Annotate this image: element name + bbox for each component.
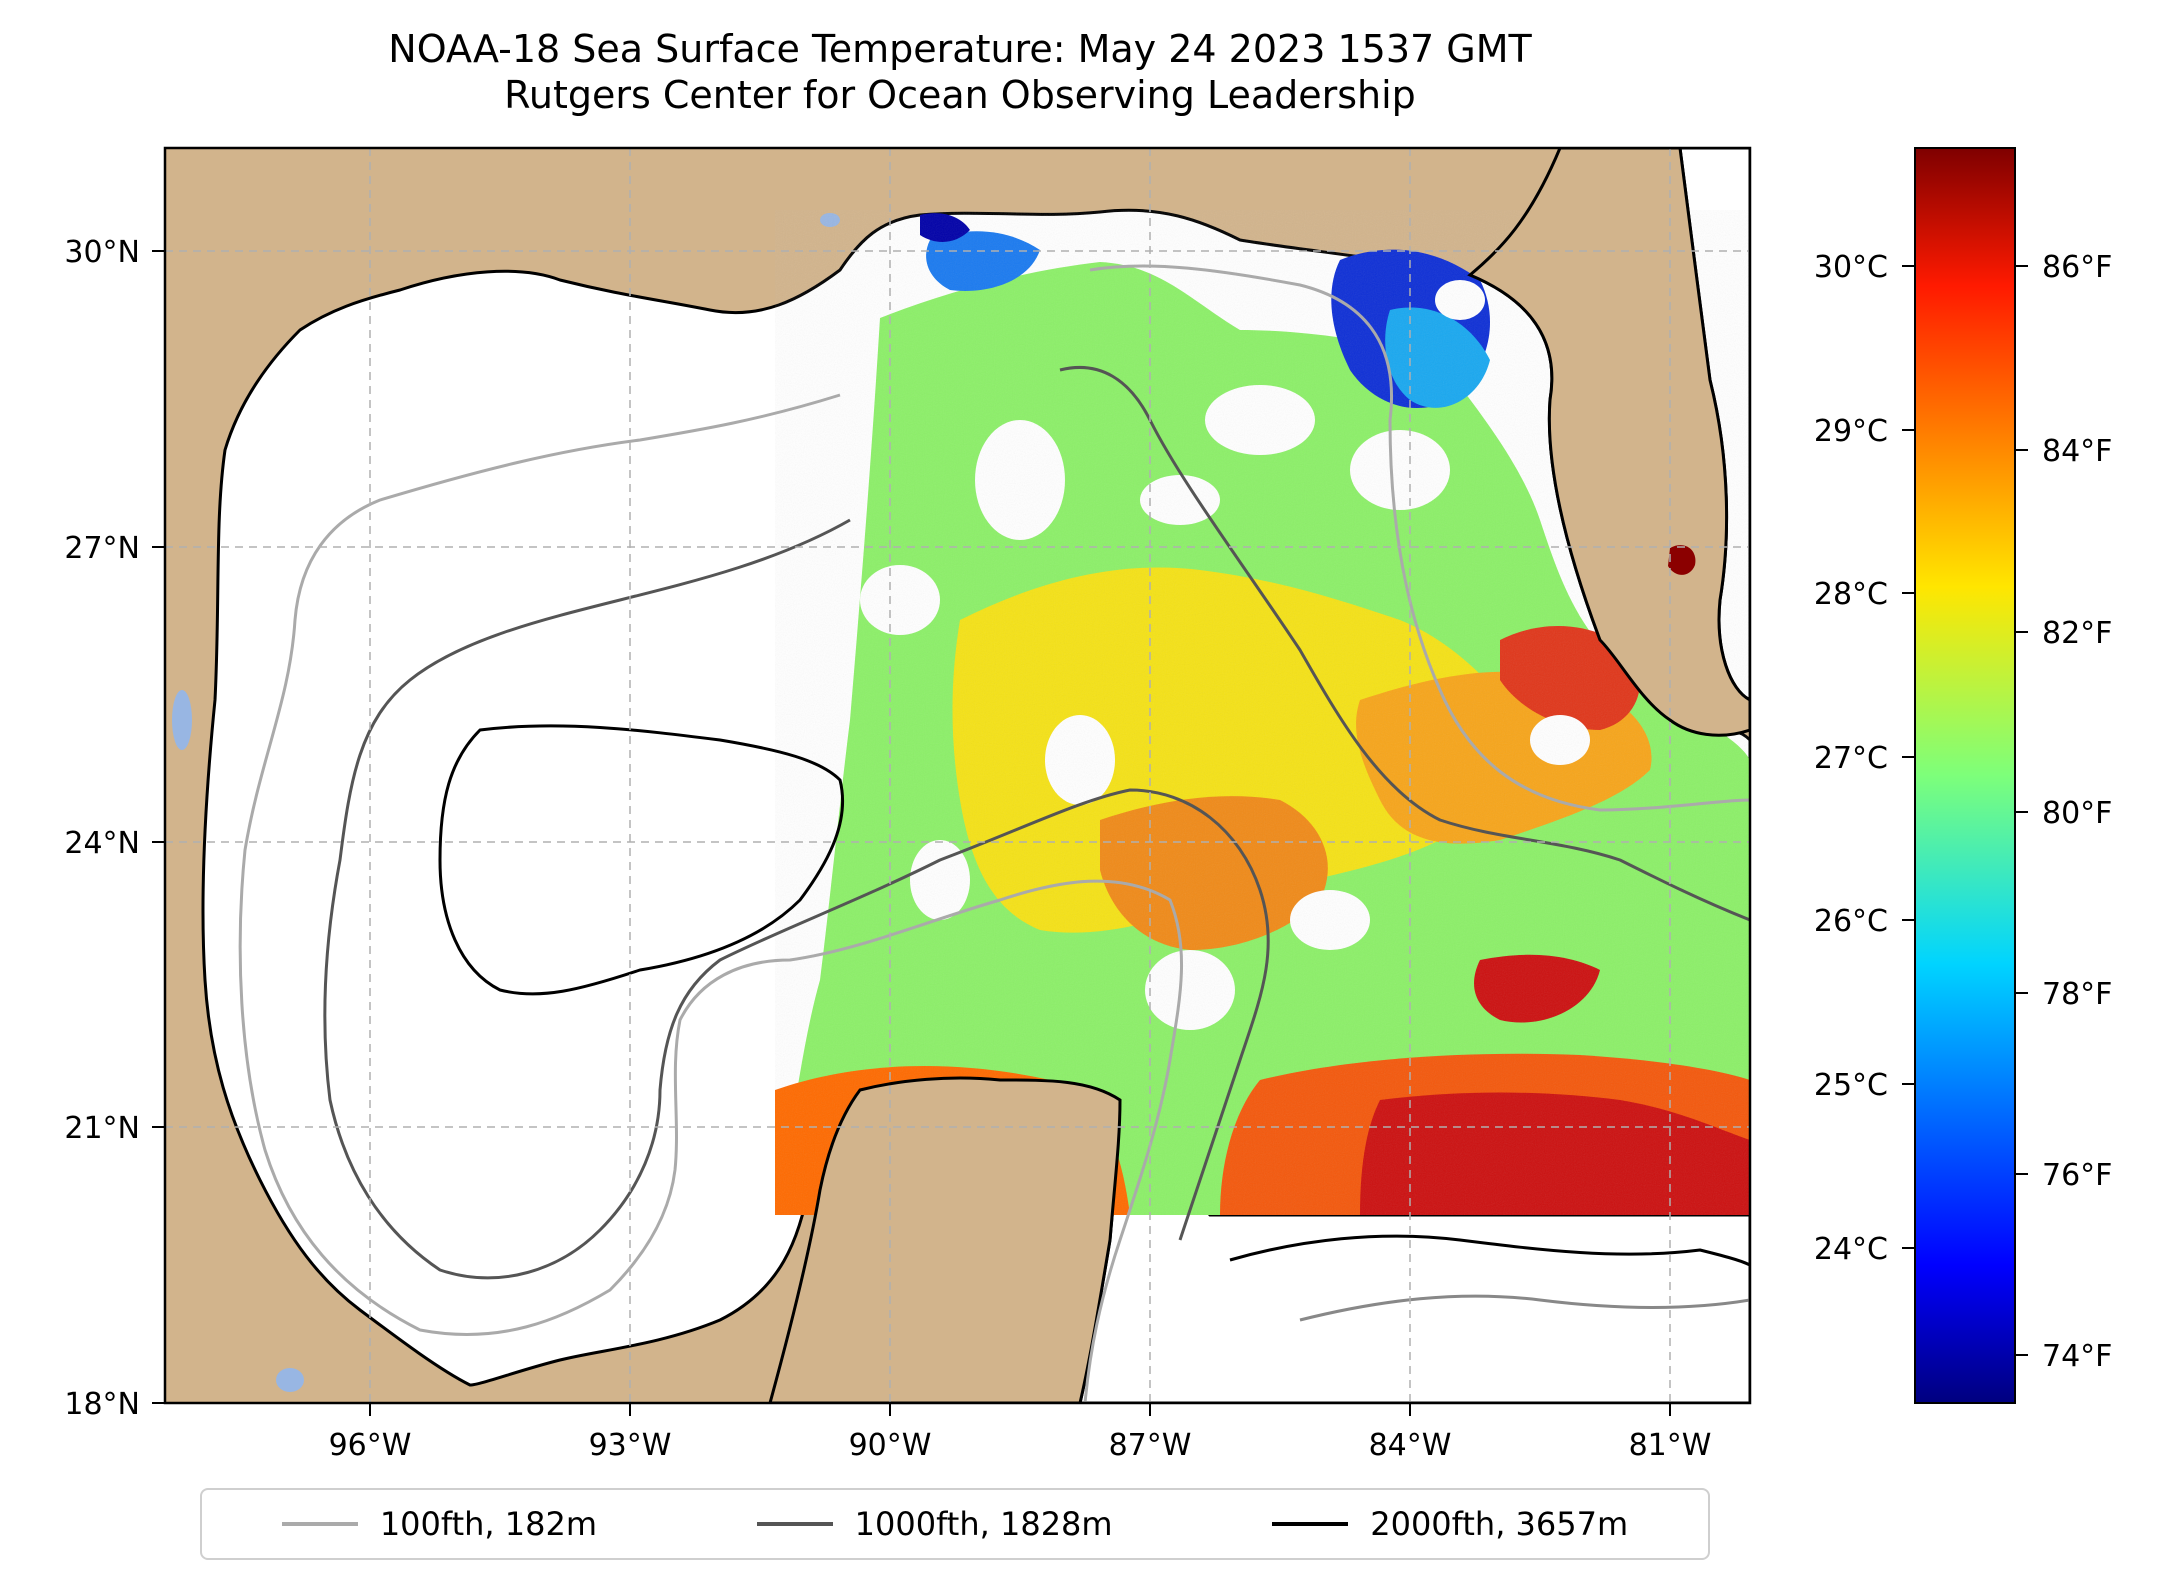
contour-caribbean-gray (1299, 1294, 1750, 1322)
fahrenheit-tick-label: 74°F (2042, 1339, 2112, 1374)
legend-item-1000fth: 1000fth, 1828m (756, 1505, 1113, 1543)
fahrenheit-tick-label: 86°F (2042, 250, 2112, 285)
map-subtitle: Rutgers Center for Ocean Observing Leade… (504, 73, 1416, 117)
legend-item-2000fth: 2000fth, 3657m (1272, 1505, 1628, 1543)
tick-marks (152, 250, 1671, 1416)
lat-tick-label: 24°N (64, 826, 140, 861)
lon-tick-label: 87°W (1109, 1428, 1192, 1463)
gridlines (165, 148, 1750, 1403)
fahrenheit-tick-label: 82°F (2042, 616, 2112, 651)
fahrenheit-tick-label: 78°F (2042, 977, 2112, 1012)
contour-100fth (238, 393, 1183, 1403)
fahrenheit-ticks (2015, 265, 2028, 1356)
colorbar (1914, 147, 2016, 1404)
contour-1000fth (323, 518, 1270, 1280)
contour-2000fth-caribbean (1229, 1234, 1750, 1267)
florida-land (1467, 148, 1750, 737)
celsius-tick-label: 24°C (1814, 1232, 1888, 1267)
legend-line-100fth (281, 1522, 358, 1526)
fahrenheit-tick-label: 80°F (2042, 796, 2112, 831)
celsius-tick-label: 28°C (1814, 577, 1888, 612)
map-title: NOAA-18 Sea Surface Temperature: May 24 … (388, 27, 1532, 71)
contour-2000fth (438, 724, 845, 996)
legend-item-100fth: 100fth, 182m (281, 1505, 598, 1543)
contour-legend: 100fth, 182m 1000fth, 1828m 2000fth, 365… (200, 1488, 1710, 1560)
yucatan-land (768, 1076, 1122, 1403)
celsius-tick-label: 27°C (1814, 741, 1888, 776)
legend-label: 2000fth, 3657m (1370, 1505, 1629, 1543)
fahrenheit-tick-label: 84°F (2042, 434, 2112, 469)
contour-100fth-east (1089, 264, 1750, 812)
lat-tick-label: 27°N (64, 531, 140, 566)
lat-tick-label: 18°N (64, 1387, 140, 1422)
lake (172, 690, 192, 750)
celsius-tick-label: 25°C (1814, 1068, 1888, 1103)
lon-tick-label: 81°W (1629, 1428, 1712, 1463)
plot-frame (163, 146, 1752, 1405)
legend-line-1000fth (756, 1522, 833, 1526)
fahrenheit-tick-label: 76°F (2042, 1158, 2112, 1193)
celsius-tick-label: 30°C (1814, 250, 1888, 285)
celsius-tick-label: 26°C (1814, 904, 1888, 939)
lat-tick-label: 21°N (64, 1111, 140, 1146)
lon-tick-label: 90°W (849, 1428, 932, 1463)
lake-okeechobee (1668, 545, 1696, 575)
legend-label: 100fth, 182m (379, 1505, 598, 1543)
lon-tick-label: 84°W (1369, 1428, 1452, 1463)
celsius-tick-label: 29°C (1814, 414, 1888, 449)
celsius-ticks (1902, 265, 1915, 1249)
legend-line-2000fth (1272, 1522, 1349, 1526)
lat-tick-label: 30°N (64, 235, 140, 270)
lon-tick-label: 96°W (329, 1428, 412, 1463)
lake (276, 1368, 304, 1392)
legend-label: 1000fth, 1828m (854, 1505, 1113, 1543)
lon-tick-label: 93°W (589, 1428, 672, 1463)
